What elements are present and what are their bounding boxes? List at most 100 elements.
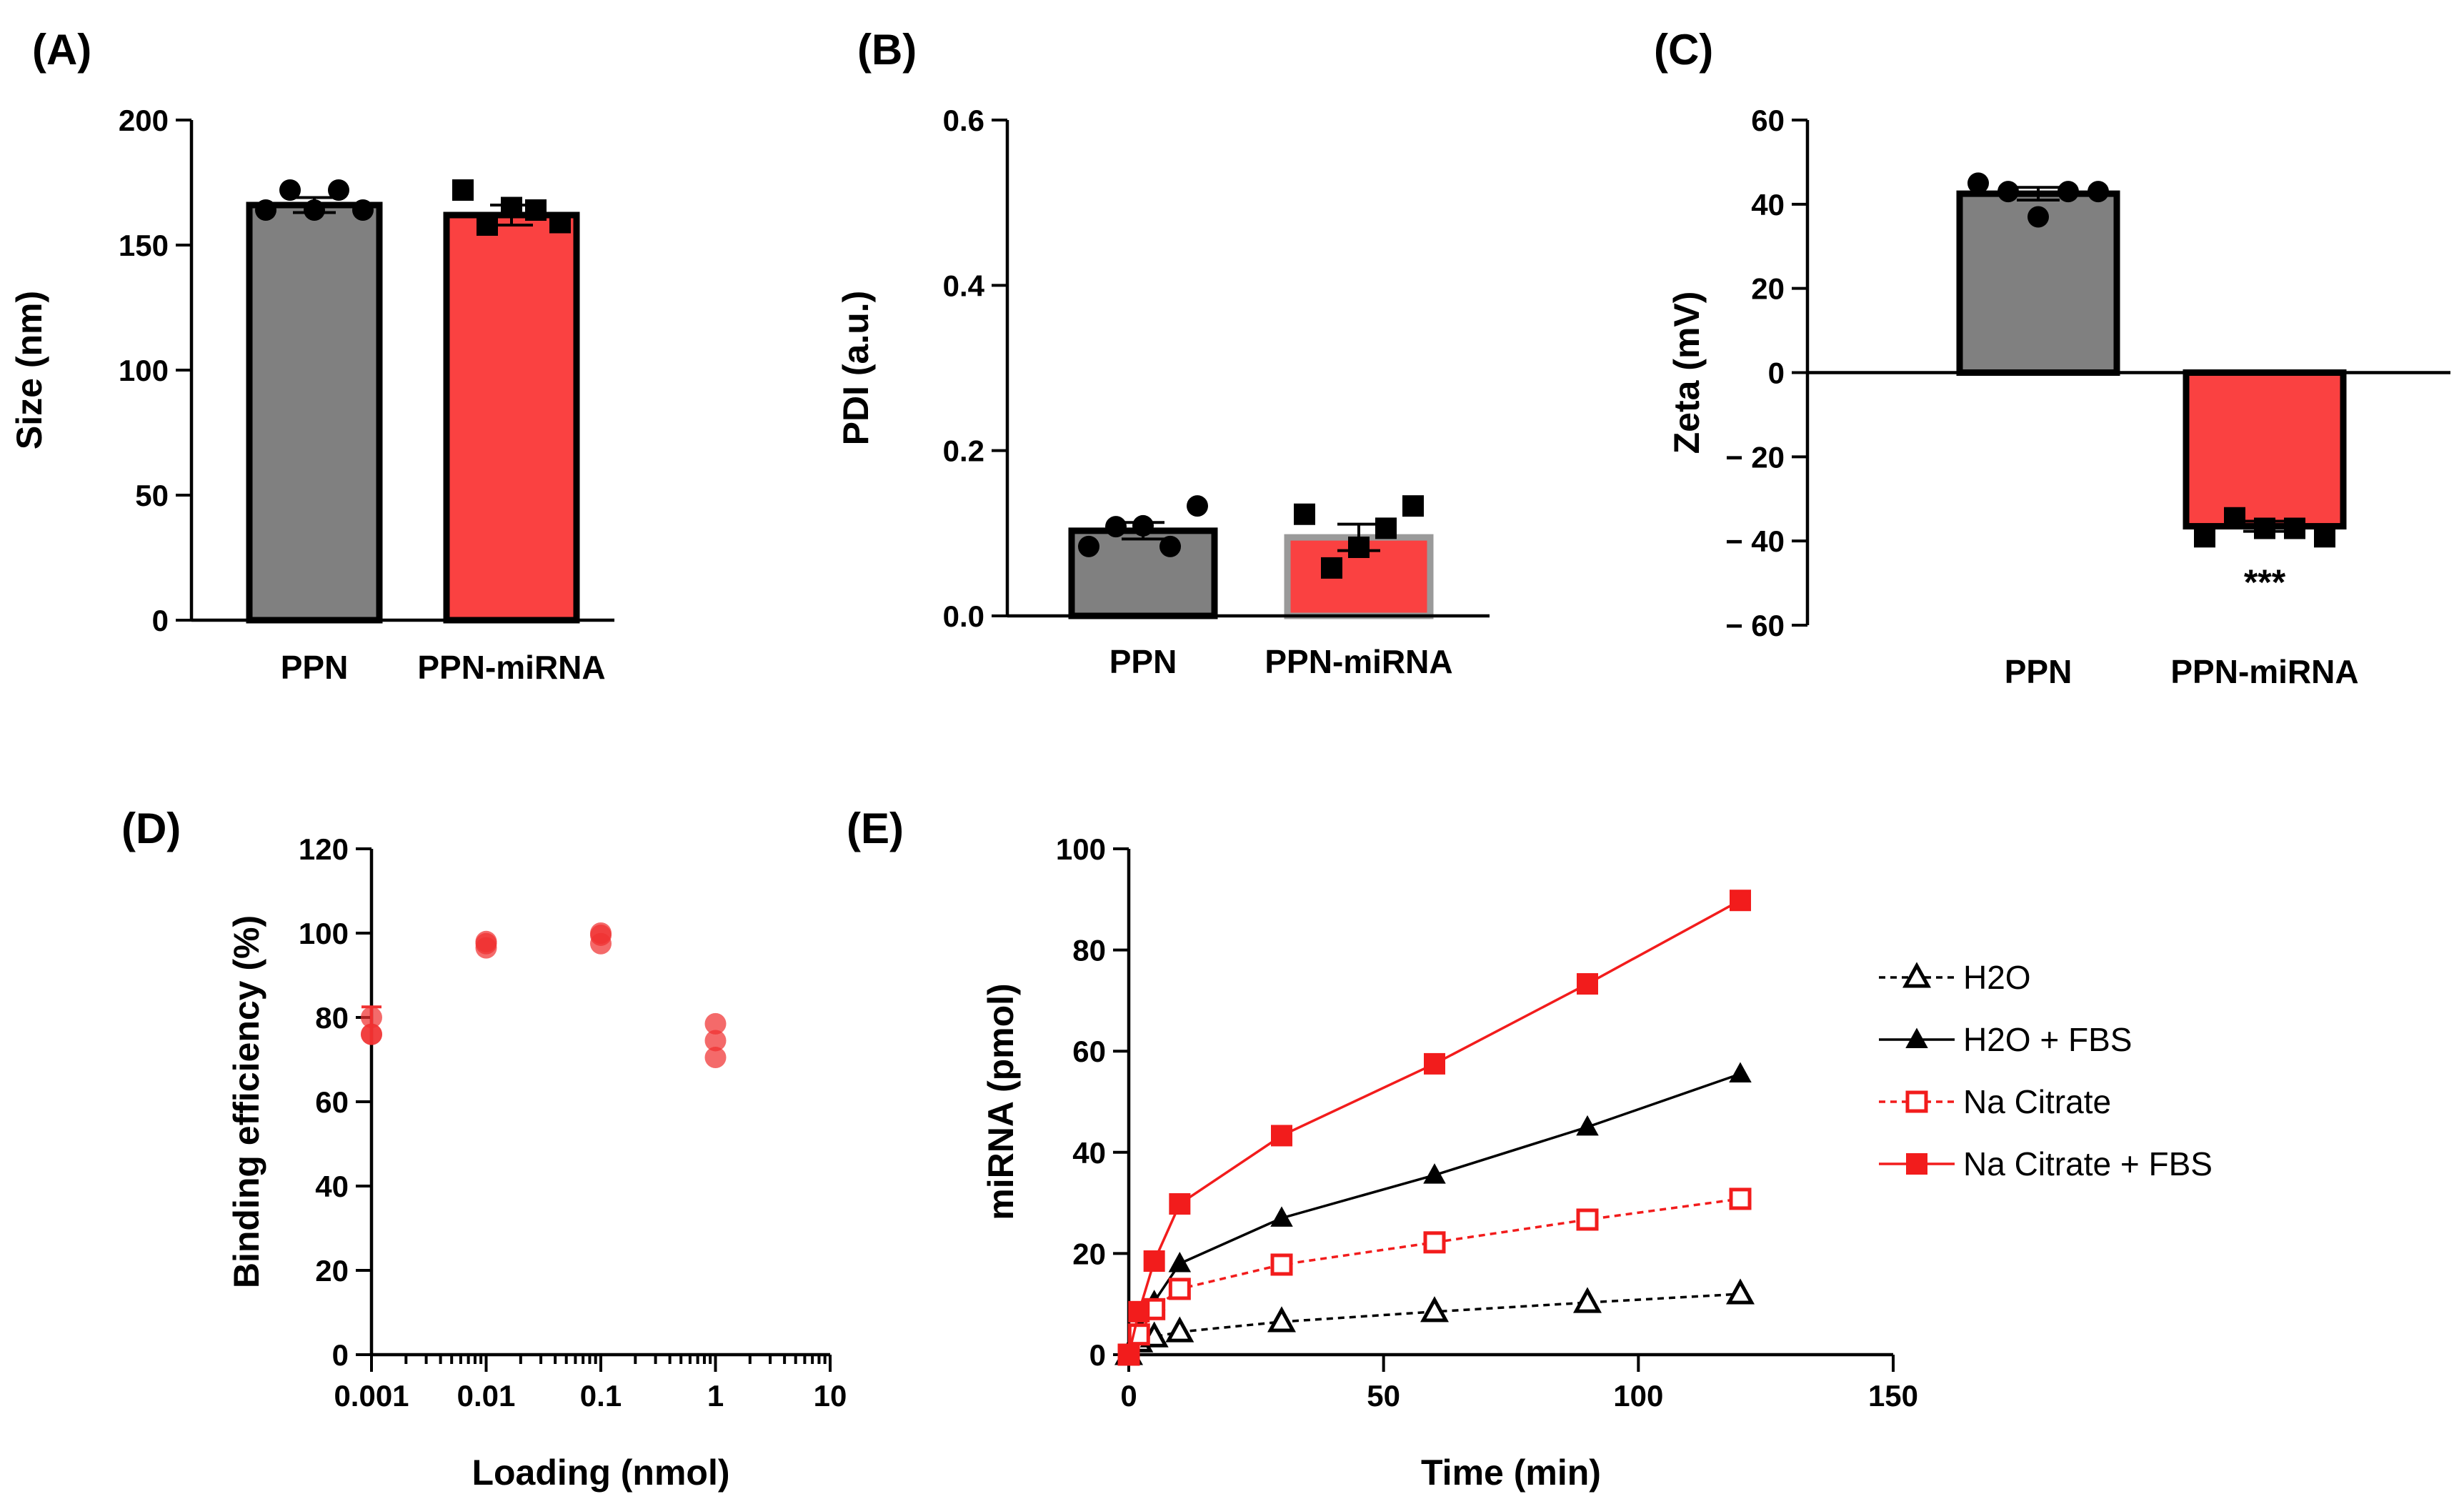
legend-label: H2O — [1963, 959, 2031, 996]
data-point — [452, 179, 474, 201]
data-point — [328, 179, 349, 201]
x-axis-title: Time (min) — [1421, 1453, 1601, 1493]
data-point — [2224, 507, 2245, 529]
y-tick-label: 60 — [1751, 104, 1785, 137]
y-tick-label: 0.4 — [943, 269, 985, 302]
chart-c-zeta: PPN PPN-miRNA − 60 − 40 − 20 0 20 40 60 Zeta (mV)… — [1667, 104, 2450, 690]
x-tick-label: 150 — [1868, 1379, 1918, 1413]
data-point — [1729, 1062, 1752, 1083]
data-point — [1997, 181, 2019, 203]
x-tick-label: 0.001 — [334, 1379, 409, 1413]
data-point — [1118, 1344, 1139, 1365]
chart-e-mirna-release: 0 20 40 60 80 100 0 50 100 150 H2O H2O + FBS Na Citr… — [981, 832, 2213, 1493]
legend-marker — [1902, 962, 1931, 988]
panel-label-a: (A) — [32, 26, 91, 74]
y-tick-label: − 20 — [1725, 440, 1785, 474]
data-point — [2194, 526, 2215, 548]
y-tick-label: 50 — [135, 479, 169, 512]
x-tick-label: 0 — [1120, 1379, 1137, 1413]
y-tick-label: 20 — [1751, 272, 1785, 306]
category-label: PPN-miRNA — [2170, 653, 2358, 690]
data-point — [1573, 1287, 1602, 1313]
data-point — [1168, 1278, 1191, 1300]
data-point — [1375, 517, 1397, 539]
data-point — [1165, 1316, 1194, 1343]
y-tick-label: 100 — [119, 354, 169, 387]
y-tick-label: 0 — [332, 1338, 349, 1372]
panel-label-b: (B) — [857, 26, 917, 74]
bar-ppn-mirna — [443, 211, 580, 624]
data-point — [1348, 536, 1370, 558]
data-point — [1423, 1231, 1446, 1254]
y-tick-label: 40 — [1072, 1136, 1106, 1170]
y-tick-label: 20 — [1072, 1237, 1106, 1270]
data-point — [1729, 1187, 1752, 1210]
category-label: PPN — [1109, 643, 1177, 680]
y-tick-label: 0.0 — [943, 599, 984, 633]
x-tick-label: 10 — [814, 1379, 847, 1413]
legend-label: Na Citrate + FBS — [1963, 1145, 2213, 1182]
y-tick-label: − 40 — [1725, 524, 1785, 558]
legend-label: H2O + FBS — [1963, 1021, 2132, 1058]
data-point — [590, 922, 612, 944]
y-tick-label: 20 — [315, 1254, 349, 1288]
legend-marker — [1905, 1027, 1928, 1048]
y-axis-title: PDI (a.u.) — [836, 291, 876, 446]
data-point — [1132, 514, 1154, 537]
data-point — [1726, 1278, 1755, 1305]
series-line-2 — [1127, 1197, 1741, 1355]
data-point — [1270, 1253, 1293, 1276]
panel-label-e: (E) — [847, 805, 904, 852]
y-tick-label: 80 — [315, 1001, 349, 1035]
data-point — [361, 1023, 382, 1045]
data-point — [1576, 1208, 1599, 1231]
series-line-3 — [1127, 899, 1741, 1355]
data-point — [2027, 206, 2049, 228]
data-point — [2058, 181, 2079, 203]
data-point — [1187, 495, 1208, 517]
x-tick-label: 1 — [707, 1379, 724, 1413]
y-tick-label: 100 — [299, 917, 349, 950]
data-point — [279, 179, 301, 201]
data-point — [1128, 1300, 1150, 1323]
data-point — [1270, 1206, 1293, 1227]
data-point — [1423, 1163, 1446, 1184]
data-point — [704, 1030, 727, 1052]
x-tick-label: 100 — [1613, 1379, 1663, 1413]
y-tick-label: 0.6 — [943, 104, 984, 137]
data-point — [525, 199, 547, 221]
category-label: PPN — [281, 649, 349, 686]
data-point — [2254, 517, 2275, 539]
category-label: PPN — [2005, 653, 2073, 690]
data-point — [704, 1047, 727, 1069]
data-point — [549, 211, 571, 234]
y-tick-label: 0 — [1089, 1338, 1106, 1372]
data-point — [2314, 526, 2335, 548]
data-point — [1267, 1306, 1296, 1333]
y-tick-label: 0 — [152, 604, 169, 637]
panel-label-c: (C) — [1654, 26, 1713, 74]
y-tick-label: 120 — [299, 832, 349, 866]
y-tick-label: 40 — [315, 1170, 349, 1203]
bar-ppn-mirna — [2183, 369, 2347, 530]
data-point — [304, 199, 325, 221]
y-axis-title: Binding efficiency (%) — [226, 915, 266, 1288]
data-point — [1271, 1125, 1292, 1147]
y-tick-label: − 60 — [1725, 609, 1785, 642]
data-point — [1169, 1193, 1191, 1215]
data-point — [475, 930, 497, 952]
panel-label-d: (D) — [121, 805, 181, 852]
y-axis-title: Size (nm) — [9, 291, 49, 449]
data-point — [704, 1012, 727, 1035]
data-point — [501, 196, 522, 219]
category-label: PPN-miRNA — [417, 649, 605, 686]
legend-marker — [1906, 1153, 1927, 1175]
y-tick-label: 150 — [119, 229, 169, 262]
data-point — [361, 1007, 382, 1028]
x-tick-label: 50 — [1367, 1379, 1400, 1413]
data-point — [2088, 181, 2109, 203]
y-tick-label: 100 — [1056, 832, 1106, 866]
chart-d-binding-efficiency: 0 20 40 60 80 100 120 0.001 0.01 0.1 1 10 Binding ef… — [226, 832, 847, 1493]
data-point — [1294, 503, 1315, 525]
